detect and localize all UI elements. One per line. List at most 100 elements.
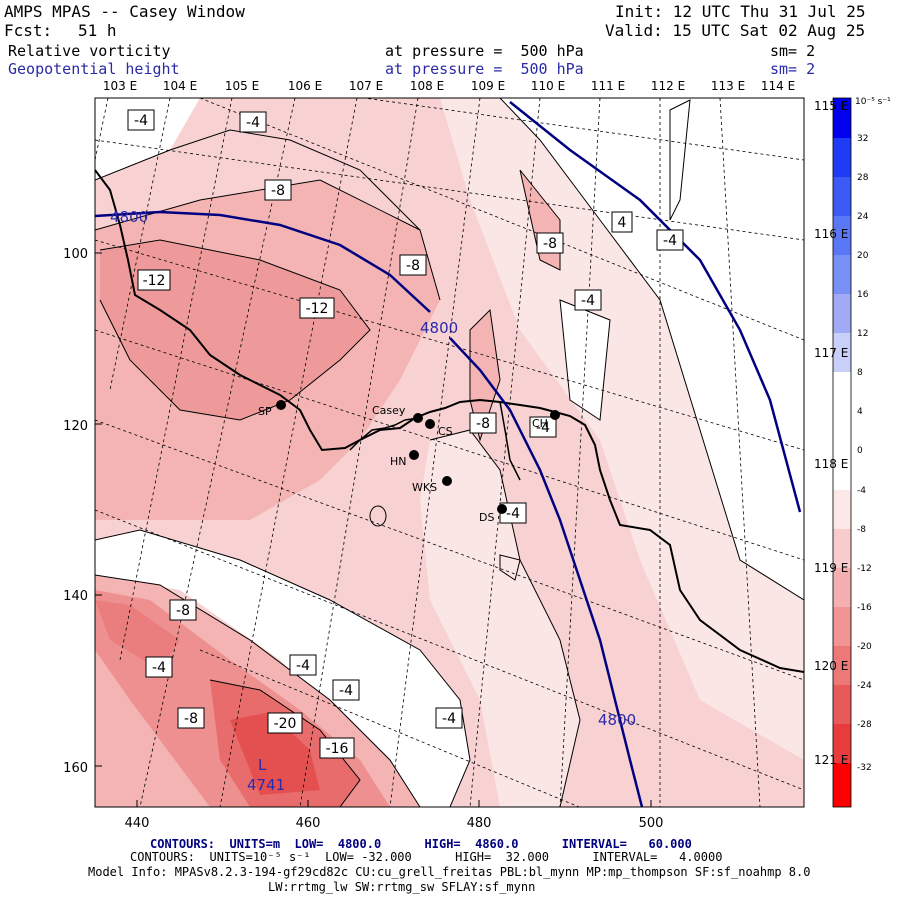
lon-label: 117 E xyxy=(814,346,848,360)
vort-label: -4 xyxy=(127,109,155,131)
colorbar-label: 32 xyxy=(857,134,869,144)
field2-name: Geopotential height xyxy=(8,60,180,78)
vort-label: -8 xyxy=(399,254,427,276)
station-marker xyxy=(409,450,419,460)
station-label: CS xyxy=(438,425,453,438)
colorbar-label: 4 xyxy=(857,407,863,417)
station-label: HN xyxy=(390,455,407,468)
lon-label: 119 E xyxy=(814,561,848,575)
y-tick-label: 120 xyxy=(63,419,88,434)
lon-label: 113 E xyxy=(711,79,745,93)
lon-label: 111 E xyxy=(591,79,625,93)
colorbar-label: 16 xyxy=(857,290,869,300)
svg-text:-8: -8 xyxy=(543,236,557,252)
colorbar-label: 12 xyxy=(857,329,869,339)
station-label: SP xyxy=(258,405,272,418)
colorbar-label: 20 xyxy=(857,251,869,261)
svg-text:-4: -4 xyxy=(663,233,677,249)
station-marker xyxy=(425,419,435,429)
x-tick-label: 460 xyxy=(296,816,321,831)
lon-label: 116 E xyxy=(814,227,848,241)
svg-text:-8: -8 xyxy=(476,416,490,432)
vort-label: -4 xyxy=(145,656,173,678)
lon-label: 103 E xyxy=(103,79,137,93)
vort-label: -8 xyxy=(469,412,497,434)
vort-label: -16 xyxy=(319,737,355,759)
vort-label: -4 xyxy=(289,654,317,676)
y-tick-label: 100 xyxy=(63,247,88,262)
field1-smoothing: sm= 2 xyxy=(770,42,816,60)
station-marker xyxy=(276,400,286,410)
svg-text:-4: -4 xyxy=(246,115,260,131)
x-tick-label: 480 xyxy=(467,816,492,831)
valid-time: Valid: 15 UTC Sat 02 Aug 25 xyxy=(605,21,866,40)
colorbar-label: -8 xyxy=(857,525,866,535)
station-label: WKS xyxy=(412,481,437,494)
height-label: 4800 xyxy=(420,319,458,337)
svg-text:-4: -4 xyxy=(536,420,550,436)
vort-label: 4 xyxy=(611,211,633,233)
lon-label: 109 E xyxy=(471,79,505,93)
lon-label: 110 E xyxy=(531,79,565,93)
svg-text:-4: -4 xyxy=(339,683,353,699)
colorbar-label: -28 xyxy=(857,720,872,730)
lon-label: 115 E xyxy=(814,99,848,113)
lon-label: 118 E xyxy=(814,457,848,471)
lon-label: 108 E xyxy=(410,79,444,93)
svg-text:-8: -8 xyxy=(406,258,420,274)
footer-physics-info: LW:rrtmg_lw SW:rrtmg_sw SFLAY:sf_mynn xyxy=(268,880,536,894)
svg-text:-12: -12 xyxy=(306,301,329,317)
height-label: 4800 xyxy=(110,208,148,226)
height-label: 4800 xyxy=(598,711,636,729)
vort-label: -12 xyxy=(137,269,171,291)
vort-label: -4 xyxy=(332,679,360,701)
vort-label: -4 xyxy=(574,289,602,311)
field2-level: at pressure = 500 hPa xyxy=(385,60,584,78)
svg-text:-20: -20 xyxy=(274,716,297,732)
station-marker xyxy=(550,410,560,420)
svg-text:-4: -4 xyxy=(296,658,310,674)
footer-vorticity-contours: CONTOURS: UNITS=10⁻⁵ s⁻¹ LOW= -32.000 HI… xyxy=(130,850,723,864)
vort-label: -4 xyxy=(656,229,684,251)
svg-text:-16: -16 xyxy=(326,741,349,757)
vort-label: -8 xyxy=(177,707,205,729)
svg-text:-4: -4 xyxy=(442,711,456,727)
vort-label: -8 xyxy=(536,232,564,254)
colorbar-label: -4 xyxy=(857,486,866,496)
vort-label: -8 xyxy=(264,179,292,201)
svg-text:-8: -8 xyxy=(176,603,190,619)
svg-text:-4: -4 xyxy=(134,113,148,129)
height-label: 4741 xyxy=(247,776,285,794)
colorbar-label: 8 xyxy=(857,368,863,378)
field1-name: Relative vorticity xyxy=(8,42,171,60)
colorbar-label: -16 xyxy=(857,603,872,613)
colorbar xyxy=(832,97,852,808)
colorbar-label: -32 xyxy=(857,763,872,773)
svg-text:-8: -8 xyxy=(271,183,285,199)
colorbar-label: -20 xyxy=(857,642,872,652)
svg-text:-4: -4 xyxy=(581,293,595,309)
forecast-label: Fcst: xyxy=(4,21,53,40)
field1-level: at pressure = 500 hPa xyxy=(385,42,584,60)
x-tick-label: 500 xyxy=(639,816,664,831)
colorbar-label: 0 xyxy=(857,446,863,456)
station-marker xyxy=(442,476,452,486)
vort-label: -20 xyxy=(267,712,303,734)
vort-label: -12 xyxy=(299,297,335,319)
svg-text:-8: -8 xyxy=(184,711,198,727)
vort-label: -4 xyxy=(435,707,463,729)
lon-label: 114 E xyxy=(761,79,795,93)
y-tick-label: 160 xyxy=(63,761,88,776)
svg-text:4: 4 xyxy=(618,215,627,231)
station-label: Casey xyxy=(372,404,406,417)
lon-label: 104 E xyxy=(163,79,197,93)
x-tick-label: 440 xyxy=(125,816,150,831)
y-tick-label: 140 xyxy=(63,589,88,604)
lon-label: 107 E xyxy=(349,79,383,93)
plot-title: AMPS MPAS -- Casey Window xyxy=(4,2,245,21)
lon-label: 120 E xyxy=(814,659,848,673)
station-marker xyxy=(413,413,423,423)
vort-label: -4 xyxy=(529,416,557,438)
svg-text:-4: -4 xyxy=(506,506,520,522)
station-label: CH xyxy=(532,417,548,430)
